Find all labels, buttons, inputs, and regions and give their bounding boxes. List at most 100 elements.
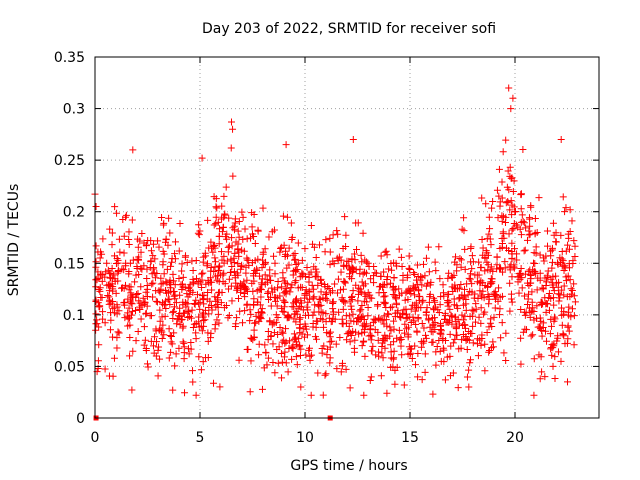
data-point (140, 300, 148, 308)
data-point (261, 341, 269, 349)
data-point (422, 334, 430, 342)
data-point (390, 347, 398, 355)
data-point (105, 300, 113, 308)
data-point (253, 287, 261, 295)
data-point (169, 270, 177, 278)
data-point (531, 214, 539, 222)
data-point (564, 378, 571, 386)
data-point (125, 235, 133, 243)
data-point (366, 377, 374, 385)
data-point (121, 301, 129, 309)
data-point (300, 325, 308, 333)
data-point (240, 278, 248, 286)
data-point (188, 306, 196, 314)
data-point (326, 234, 334, 242)
data-point (140, 323, 148, 331)
data-point (487, 275, 495, 283)
data-point (542, 278, 550, 286)
data-point (310, 285, 318, 293)
data-point (418, 298, 426, 306)
data-point (207, 267, 215, 275)
data-point (443, 353, 451, 361)
data-point (439, 289, 447, 297)
data-point (497, 334, 505, 342)
data-point (481, 340, 489, 348)
data-point (195, 318, 203, 326)
data-point (451, 335, 459, 343)
data-point (446, 305, 454, 313)
data-point (435, 243, 443, 251)
data-point (281, 339, 289, 347)
data-point (297, 351, 305, 359)
data-point (343, 257, 351, 265)
data-point (94, 299, 102, 307)
data-point (359, 338, 367, 346)
data-point (356, 270, 364, 278)
data-point (421, 350, 429, 358)
data-point (461, 321, 469, 329)
data-point (498, 292, 506, 300)
data-point (467, 356, 475, 364)
data-point (444, 290, 452, 298)
data-point (212, 203, 220, 211)
data-point (195, 221, 203, 229)
data-point (378, 343, 386, 351)
data-point (274, 314, 282, 322)
data-point (453, 261, 461, 269)
data-point (558, 255, 566, 263)
data-point (265, 296, 273, 304)
data-point (168, 255, 176, 263)
data-point (291, 335, 299, 343)
data-point (140, 239, 148, 247)
data-point (187, 314, 195, 322)
data-point (391, 292, 399, 300)
data-point (509, 225, 517, 233)
data-point (373, 302, 381, 310)
data-point (453, 267, 461, 275)
data-point (176, 291, 184, 299)
data-point (309, 294, 317, 302)
data-point (278, 374, 286, 382)
data-point (293, 361, 301, 369)
data-point (257, 315, 265, 323)
data-point (290, 330, 298, 338)
data-point (138, 265, 146, 273)
data-point (156, 317, 164, 325)
data-point (531, 267, 539, 275)
data-point (192, 335, 200, 343)
data-point (554, 332, 562, 340)
data-point (217, 299, 225, 307)
data-point (211, 325, 219, 333)
data-point (432, 348, 440, 356)
data-point (106, 326, 114, 334)
data-point (373, 269, 381, 277)
data-point (124, 295, 132, 303)
data-point (198, 276, 206, 284)
data-point (290, 299, 298, 307)
data-point (294, 305, 302, 313)
data-point (314, 281, 322, 289)
data-point (397, 253, 405, 261)
data-point (175, 274, 183, 282)
data-point (251, 257, 259, 265)
data-point (397, 334, 405, 342)
data-point (560, 282, 568, 290)
data-point (99, 235, 107, 243)
data-point (189, 367, 197, 375)
data-point (505, 230, 513, 238)
data-point (158, 299, 166, 307)
data-point (411, 361, 419, 369)
data-point (239, 213, 247, 221)
data-point (408, 355, 416, 363)
data-point (233, 285, 241, 293)
data-point (518, 211, 526, 219)
data-point (339, 285, 347, 293)
data-point (228, 262, 236, 270)
data-point (346, 338, 354, 346)
data-point (279, 307, 287, 315)
data-point (92, 283, 100, 291)
data-point (115, 307, 123, 315)
data-point (445, 269, 453, 277)
data-point (547, 275, 555, 283)
plot-frame (94, 56, 600, 419)
